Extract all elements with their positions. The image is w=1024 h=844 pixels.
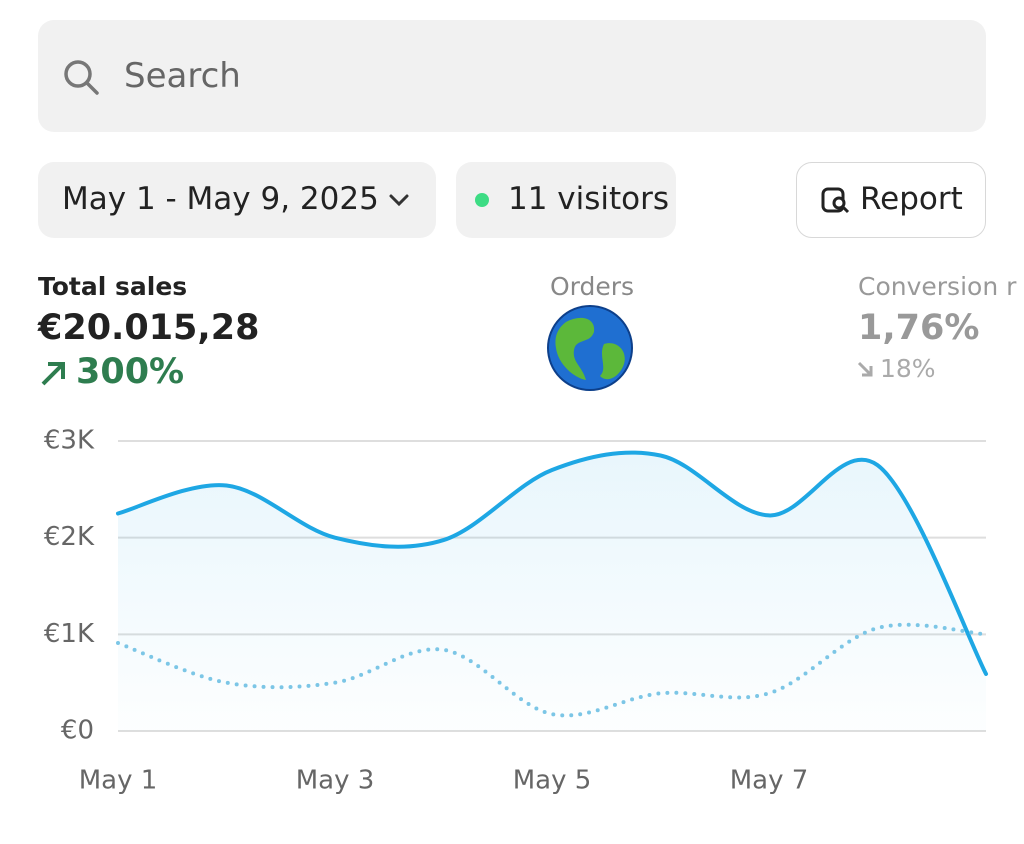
x-tick-label: May 7: [730, 766, 809, 796]
report-button[interactable]: [796, 162, 986, 238]
date-range: May 1 - May 9, 2025: [62, 181, 379, 217]
search-placeholder: Search: [124, 56, 241, 96]
x-tick-label: May 3: [296, 766, 375, 796]
y-tick-label: €0: [61, 716, 94, 746]
report-label: Report: [860, 181, 963, 217]
chevron: [389, 194, 409, 207]
visitors: 11 visitors: [508, 181, 670, 217]
up-arrow: [41, 362, 65, 386]
metric-value: €20.015,28: [38, 308, 260, 348]
search-icon: [64, 60, 99, 95]
report-icon: [821, 187, 850, 214]
metric-value: 1,76%: [858, 308, 980, 348]
live-dot: [475, 193, 489, 207]
line: [116, 622, 988, 718]
y-tick-label: €3K: [44, 426, 95, 456]
search-box[interactable]: [38, 20, 986, 132]
down-arrow: [857, 361, 873, 377]
visitors-chip[interactable]: [456, 162, 676, 238]
metric-change: 300%: [76, 352, 185, 392]
metric-label: Orders: [550, 272, 635, 301]
metric-label: Total sales: [38, 272, 188, 301]
line: [116, 450, 988, 676]
y-tick-label: €1K: [44, 619, 95, 649]
metric-label: Conversion r: [858, 272, 1017, 301]
area: [118, 452, 986, 731]
x-tick-label: May 1: [79, 766, 158, 796]
metric-change: 18%: [880, 354, 936, 383]
x-tick-label: May 5: [513, 766, 592, 796]
globe-overlay: [547, 305, 633, 391]
y-tick-label: €2K: [44, 522, 95, 552]
date-range-button[interactable]: [38, 162, 436, 238]
